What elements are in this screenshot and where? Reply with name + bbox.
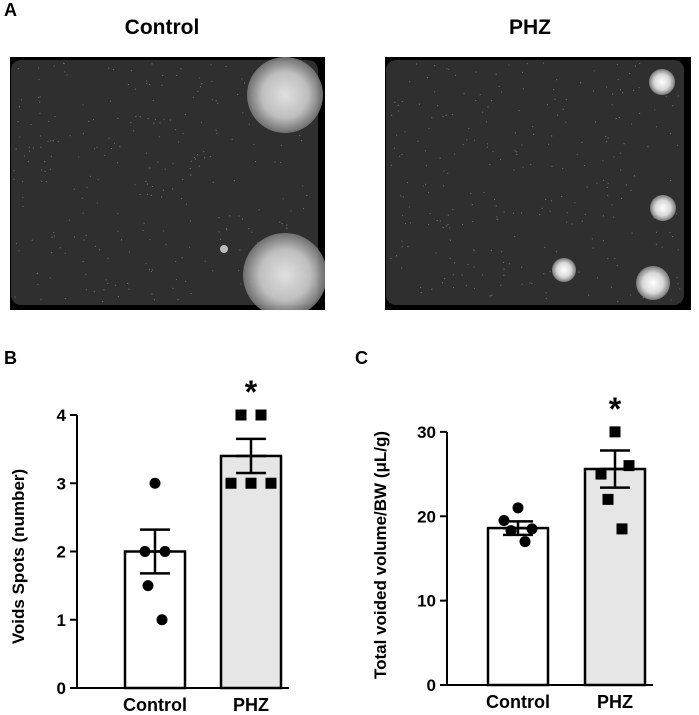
data-point (159, 546, 171, 557)
data-point (225, 477, 237, 489)
panel-c-letter: C (355, 348, 368, 368)
data-point (505, 525, 517, 537)
urine-void-spot (650, 195, 676, 221)
bar-control (486, 526, 550, 687)
urine-void-spot (649, 69, 675, 95)
y-tick-label: 4 (57, 406, 67, 425)
urine-void-spot (243, 233, 325, 310)
y-tick-label: 0 (57, 679, 66, 698)
data-point (245, 477, 257, 489)
urine-void-spot (220, 245, 228, 253)
y-tick-label: 0 (427, 676, 436, 695)
paper-speckles (390, 62, 681, 303)
y-axis-label: Total voided volume/BW (μL/g) (371, 431, 390, 679)
y-tick-label: 2 (57, 543, 66, 562)
filter-paper (11, 60, 318, 305)
y-tick-label: 20 (417, 507, 436, 526)
control-photo-title: Control (124, 16, 200, 39)
data-point (255, 409, 267, 421)
y-tick-label: 10 (417, 592, 436, 611)
x-tick-label: Control (123, 695, 187, 715)
panel-b-letter: B (4, 348, 17, 368)
y-tick-label: 3 (57, 474, 66, 493)
phz-photo-title: PHZ (509, 16, 551, 39)
y-tick-label: 1 (57, 611, 66, 630)
y-axis-label: Voids Spots (number) (9, 469, 28, 644)
data-point (149, 477, 161, 489)
x-tick-label: PHZ (597, 692, 633, 712)
data-point (498, 514, 510, 526)
control-void-spot-photo (10, 57, 325, 310)
urine-void-spot (247, 57, 323, 133)
data-point (526, 523, 538, 535)
bar-phz (219, 454, 283, 690)
x-tick-label: PHZ (233, 695, 269, 715)
data-point (602, 493, 614, 505)
urine-void-spot (636, 266, 670, 300)
data-point (519, 536, 531, 548)
data-point (156, 614, 168, 626)
bar-phz (583, 467, 647, 687)
phz-void-spot-photo (385, 57, 691, 310)
x-tick-label: Control (486, 692, 550, 712)
filter-paper (386, 60, 684, 305)
data-point (512, 502, 524, 514)
chart-c: 0 10 20 30 Total voided volume/BW (μL/g) Cont… (360, 380, 699, 715)
data-point (616, 523, 628, 535)
data-point (623, 460, 635, 472)
data-point (142, 580, 154, 592)
paper-speckles (13, 62, 308, 303)
data-point (235, 409, 247, 421)
data-point (139, 546, 151, 557)
panel-a-letter: A (4, 0, 17, 20)
data-point (595, 468, 607, 480)
chart-b: 0 1 2 3 4 Voids Spots (number) Control * PHZ (0, 374, 330, 715)
y-tick-label: 30 (417, 423, 436, 442)
urine-void-spot (552, 258, 576, 282)
data-point (609, 426, 621, 438)
significance-marker: * (245, 374, 258, 410)
significance-marker: * (609, 391, 622, 427)
data-point (265, 477, 277, 489)
